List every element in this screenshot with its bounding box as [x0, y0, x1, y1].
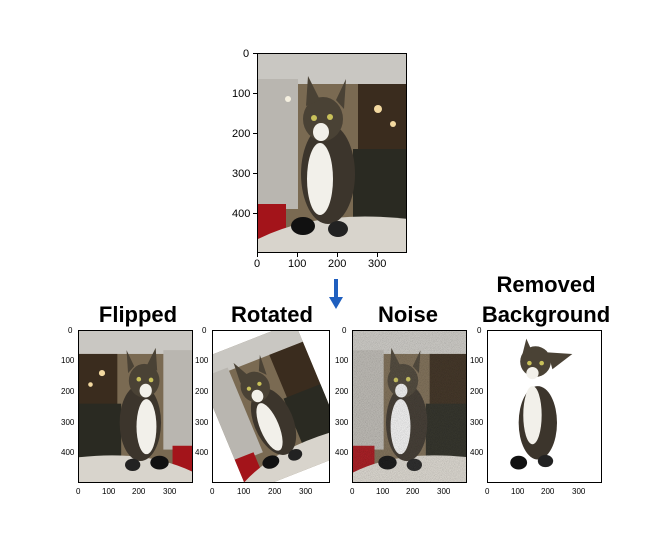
cutout-cat-image: [488, 331, 601, 482]
flipped-x-tick-300: 300: [163, 487, 177, 496]
main-y-tickmark: [253, 133, 257, 134]
flipped-y-tick-200: 200: [61, 387, 75, 396]
flipped-y-tick-400: 400: [61, 448, 75, 457]
removed-y-tick-200: 200: [470, 387, 484, 396]
main-y-tick-400: 400: [232, 208, 251, 220]
removed-x-tick-300: 300: [572, 487, 586, 496]
noise-y-tick-400: 400: [335, 448, 349, 457]
main-x-tick-300: 300: [368, 258, 387, 270]
rotated-y-tick-100: 100: [195, 356, 209, 365]
noise-x-tick-100: 100: [376, 487, 390, 496]
noise-y-tick-100: 100: [335, 356, 349, 365]
main-y-tick-0: 0: [243, 48, 250, 60]
noise-x-tick-300: 300: [437, 487, 451, 496]
noise-x-tick-200: 200: [406, 487, 420, 496]
main-x-tickmark: [377, 253, 378, 257]
removed-x-tick-200: 200: [541, 487, 555, 496]
rotated-x-tick-0: 0: [210, 487, 215, 496]
flipped-x-tick-200: 200: [132, 487, 146, 496]
rotated-x-tick-100: 100: [237, 487, 251, 496]
main-y-tick-300: 300: [232, 168, 251, 180]
main-y-tickmark: [253, 173, 257, 174]
removed-x-tick-0: 0: [485, 487, 490, 496]
rotated-y-tick-200: 200: [195, 387, 209, 396]
noise-y-tick-300: 300: [335, 418, 349, 427]
removed-y-tick-400: 400: [470, 448, 484, 457]
flipped-cat-image: [79, 331, 192, 482]
main-y-tickmark: [253, 93, 257, 94]
main-y-tick-200: 200: [232, 128, 251, 140]
flipped-y-tick-300: 300: [61, 418, 75, 427]
noise-y-tick-200: 200: [335, 387, 349, 396]
removed-y-tick-300: 300: [470, 418, 484, 427]
down-arrow-icon: [329, 279, 343, 309]
removed-y-tick-100: 100: [470, 356, 484, 365]
flipped-x-tick-100: 100: [102, 487, 116, 496]
rotated-cat-image: [213, 331, 329, 482]
main-x-tickmark: [337, 253, 338, 257]
main-x-tick-200: 200: [328, 258, 347, 270]
removed-y-tick-0: 0: [477, 326, 482, 335]
flipped-image-axes: [78, 330, 193, 483]
rotated-image-axes: [212, 330, 330, 483]
noise-y-tick-0: 0: [342, 326, 347, 335]
rotated-y-tick-0: 0: [202, 326, 207, 335]
noise-label: Noise: [378, 302, 438, 327]
main-x-tick-100: 100: [288, 258, 307, 270]
main-y-tickmark: [253, 53, 257, 54]
rotated-x-tick-200: 200: [268, 487, 282, 496]
main-x-tickmark: [297, 253, 298, 257]
removed-x-tick-100: 100: [511, 487, 525, 496]
main-x-tickmark: [257, 253, 258, 257]
rotated-label: Rotated: [231, 302, 313, 327]
flipped-y-tick-100: 100: [61, 356, 75, 365]
main-y-tickmark: [253, 213, 257, 214]
removed-background-label-line2: Background: [481, 302, 611, 327]
noise-image-axes: [352, 330, 467, 483]
main-x-tick-0: 0: [254, 258, 261, 270]
removed-background-label-line1: Removed: [496, 272, 596, 297]
removed-background-image-axes: [487, 330, 602, 483]
flipped-x-tick-0: 0: [76, 487, 81, 496]
noisy-cat-image: [353, 331, 466, 482]
main-y-tick-100: 100: [232, 88, 251, 100]
flipped-y-tick-0: 0: [68, 326, 73, 335]
original-image-axes: [257, 53, 407, 253]
original-cat-image: [258, 54, 406, 252]
noise-x-tick-0: 0: [350, 487, 355, 496]
rotated-y-tick-400: 400: [195, 448, 209, 457]
rotated-y-tick-300: 300: [195, 418, 209, 427]
rotated-x-tick-300: 300: [299, 487, 313, 496]
flipped-label: Flipped: [98, 302, 178, 327]
